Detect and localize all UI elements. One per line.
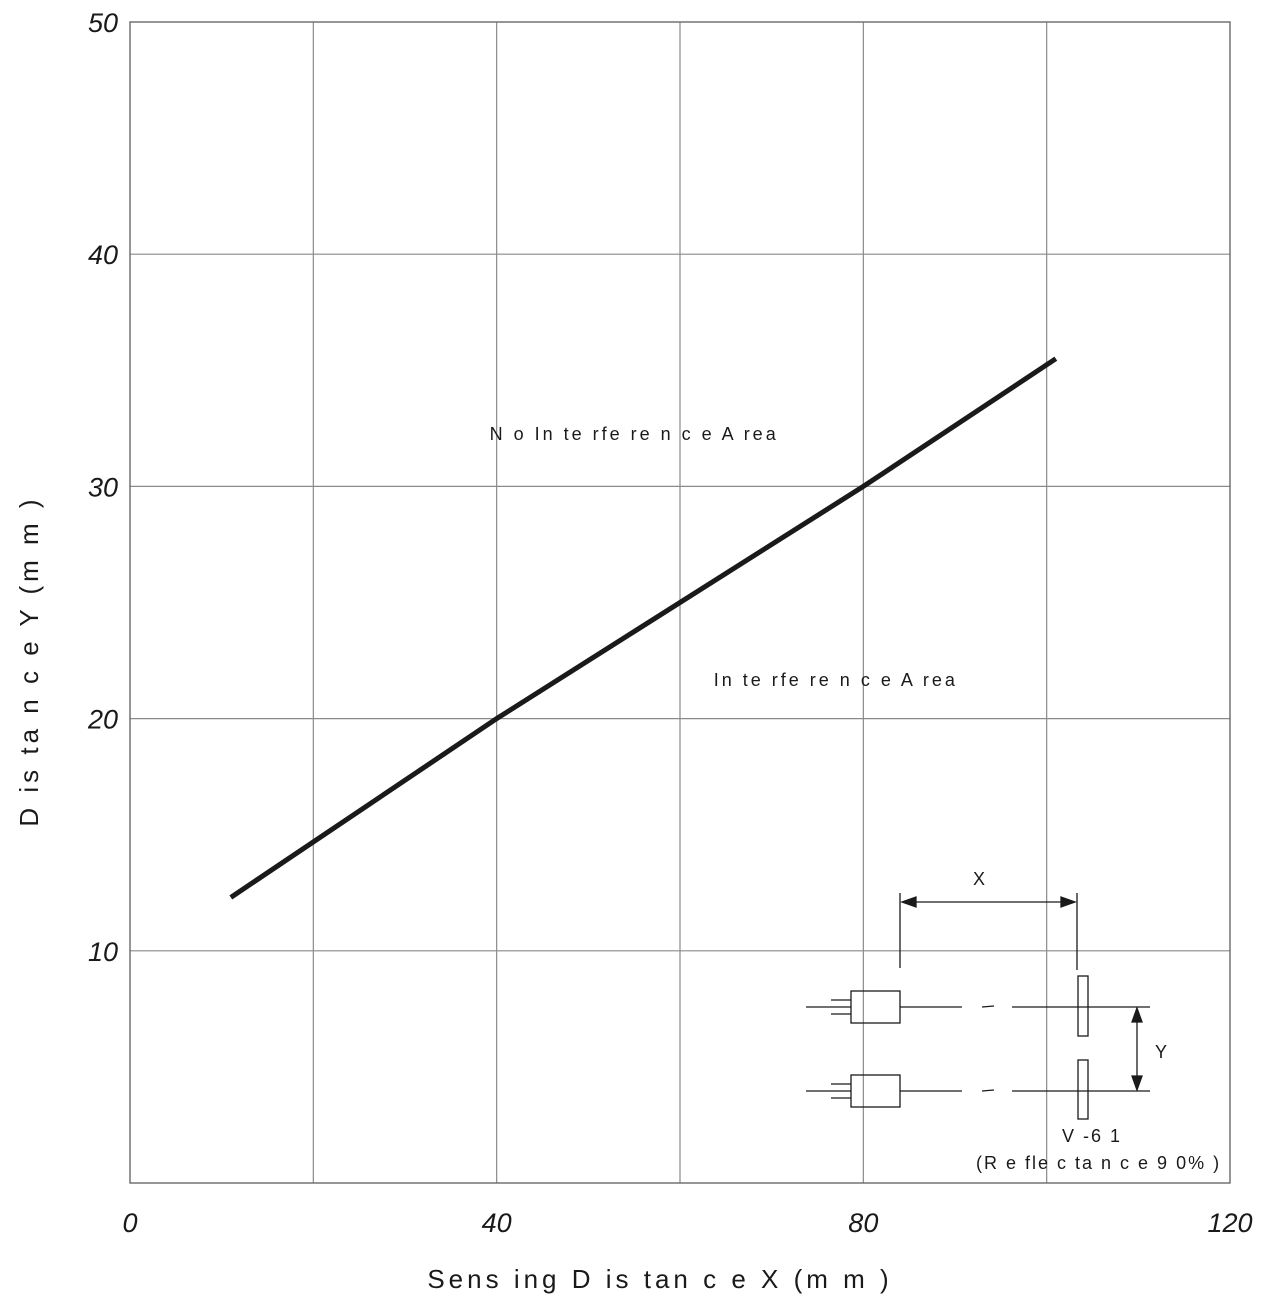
x-tick-label: 80 [848, 1208, 878, 1238]
annotations: N o In te rfe re n c e A rea In te rfe re… [490, 424, 958, 690]
x-dimension-arrowhead-right [1060, 896, 1077, 908]
y-tick-label: 10 [88, 937, 118, 967]
sensor-lower [806, 1074, 1150, 1108]
x-dimension-arrowhead-left [900, 896, 917, 908]
target-upper [1077, 975, 1089, 1037]
x-axis-title: Sens ing D is tan c e X (m m ) [427, 1264, 892, 1294]
sensor-arrangement-diagram [806, 893, 1150, 1120]
y-tick-label: 50 [88, 8, 118, 38]
y-axis-title: D is ta n c e Y (m m ) [14, 495, 44, 826]
reflectance-label: (R e fle c ta n c e 9 0% ) [976, 1153, 1221, 1173]
tick-labels: 0 40 80 120 10 20 30 40 50 [87, 8, 1253, 1238]
y-tick-label: 20 [87, 705, 118, 735]
area-label: In te rfe re n c e A rea [714, 670, 958, 690]
y-dimension-arrowhead-bottom [1131, 1075, 1143, 1092]
x-tick-label: 120 [1207, 1208, 1252, 1238]
series-line [229, 356, 1058, 900]
series-layer [229, 356, 1058, 900]
grid-lines [130, 22, 1230, 1183]
x-tick-label: 0 [122, 1208, 137, 1238]
inset-y-label: Y [1155, 1042, 1169, 1062]
sensor-upper [806, 990, 1150, 1024]
y-tick-label: 30 [88, 472, 118, 502]
plot-frame [129, 21, 1231, 1184]
inset-x-label: X [973, 869, 987, 889]
target-lower [1077, 1059, 1089, 1120]
y-dimension-arrowhead-top [1131, 1006, 1143, 1023]
y-tick-label: 40 [88, 240, 118, 270]
area-label: N o In te rfe re n c e A rea [490, 424, 779, 444]
x-tick-label: 40 [482, 1208, 512, 1238]
target-model-label: V -6 1 [1062, 1126, 1122, 1146]
